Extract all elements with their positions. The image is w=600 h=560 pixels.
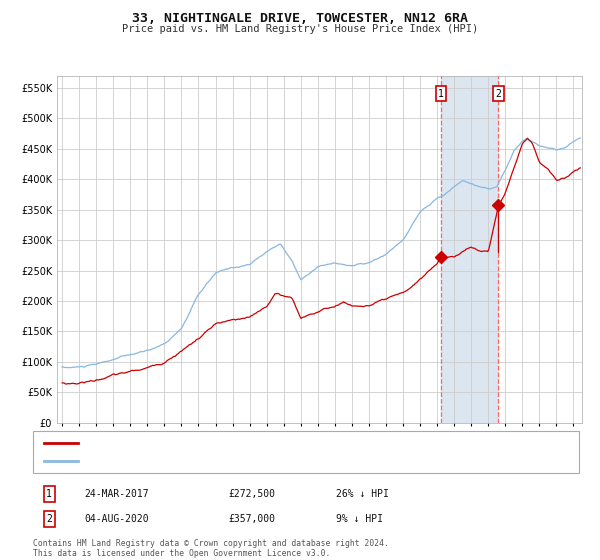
Text: 1: 1 bbox=[438, 89, 444, 99]
Text: 2: 2 bbox=[46, 514, 52, 524]
Text: 04-AUG-2020: 04-AUG-2020 bbox=[84, 514, 149, 524]
Text: 2: 2 bbox=[496, 89, 501, 99]
Text: 33, NIGHTINGALE DRIVE, TOWCESTER, NN12 6RA (detached house): 33, NIGHTINGALE DRIVE, TOWCESTER, NN12 6… bbox=[87, 438, 426, 447]
Text: HPI: Average price, detached house, West Northamptonshire: HPI: Average price, detached house, West… bbox=[87, 457, 415, 466]
Text: 1: 1 bbox=[46, 489, 52, 499]
Text: Price paid vs. HM Land Registry's House Price Index (HPI): Price paid vs. HM Land Registry's House … bbox=[122, 24, 478, 34]
Bar bbox=[441, 76, 499, 423]
Text: 26% ↓ HPI: 26% ↓ HPI bbox=[336, 489, 389, 499]
Text: 9% ↓ HPI: 9% ↓ HPI bbox=[336, 514, 383, 524]
Text: £272,500: £272,500 bbox=[228, 489, 275, 499]
Text: £357,000: £357,000 bbox=[228, 514, 275, 524]
Text: Contains HM Land Registry data © Crown copyright and database right 2024.
This d: Contains HM Land Registry data © Crown c… bbox=[33, 539, 389, 558]
Text: 24-MAR-2017: 24-MAR-2017 bbox=[84, 489, 149, 499]
Text: 33, NIGHTINGALE DRIVE, TOWCESTER, NN12 6RA: 33, NIGHTINGALE DRIVE, TOWCESTER, NN12 6… bbox=[132, 12, 468, 25]
